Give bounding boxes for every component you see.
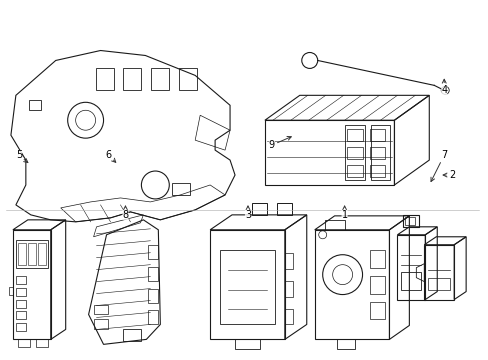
Bar bbox=[38, 243, 46, 265]
Bar bbox=[346, 147, 362, 159]
Bar bbox=[16, 300, 26, 307]
Text: 6: 6 bbox=[105, 150, 116, 162]
Bar bbox=[36, 339, 48, 347]
Text: 9: 9 bbox=[268, 136, 291, 150]
Bar bbox=[336, 339, 354, 349]
Bar bbox=[285, 309, 292, 324]
Bar bbox=[369, 165, 385, 177]
Bar bbox=[369, 129, 385, 141]
Text: 5: 5 bbox=[16, 150, 28, 163]
Bar bbox=[148, 310, 158, 324]
Bar bbox=[95, 68, 113, 90]
Bar bbox=[18, 243, 26, 265]
Text: 3: 3 bbox=[244, 206, 250, 220]
Bar bbox=[93, 319, 107, 329]
Bar bbox=[123, 329, 141, 341]
Text: 8: 8 bbox=[122, 206, 128, 220]
Bar bbox=[369, 276, 385, 293]
Bar bbox=[148, 245, 158, 259]
Text: 1: 1 bbox=[341, 206, 347, 220]
Bar bbox=[369, 302, 385, 319]
Bar bbox=[346, 129, 362, 141]
Bar bbox=[405, 217, 414, 225]
Bar bbox=[16, 276, 26, 284]
Bar bbox=[16, 288, 26, 296]
Bar bbox=[148, 289, 158, 302]
Bar bbox=[28, 243, 36, 265]
Text: 2: 2 bbox=[442, 170, 454, 180]
Bar bbox=[251, 203, 266, 215]
Bar bbox=[276, 203, 291, 215]
Bar bbox=[344, 125, 364, 180]
Bar bbox=[285, 253, 292, 269]
Bar bbox=[370, 125, 389, 180]
Bar bbox=[18, 339, 30, 347]
Bar bbox=[16, 240, 48, 268]
Bar bbox=[16, 311, 26, 319]
Bar bbox=[148, 267, 158, 280]
Bar bbox=[172, 183, 190, 195]
Bar bbox=[285, 280, 292, 297]
Bar bbox=[346, 165, 362, 177]
Bar bbox=[179, 68, 197, 90]
Bar bbox=[369, 147, 385, 159]
Text: 7: 7 bbox=[430, 150, 447, 181]
Bar bbox=[235, 339, 260, 349]
Text: 4: 4 bbox=[440, 79, 447, 95]
Bar bbox=[29, 100, 41, 110]
Bar bbox=[427, 278, 449, 289]
Bar bbox=[324, 220, 344, 230]
Bar bbox=[369, 250, 385, 268]
Bar bbox=[151, 68, 169, 90]
Bar bbox=[123, 68, 141, 90]
Bar bbox=[401, 272, 421, 289]
Bar bbox=[93, 305, 107, 315]
Bar bbox=[16, 323, 26, 332]
Bar bbox=[9, 287, 13, 294]
